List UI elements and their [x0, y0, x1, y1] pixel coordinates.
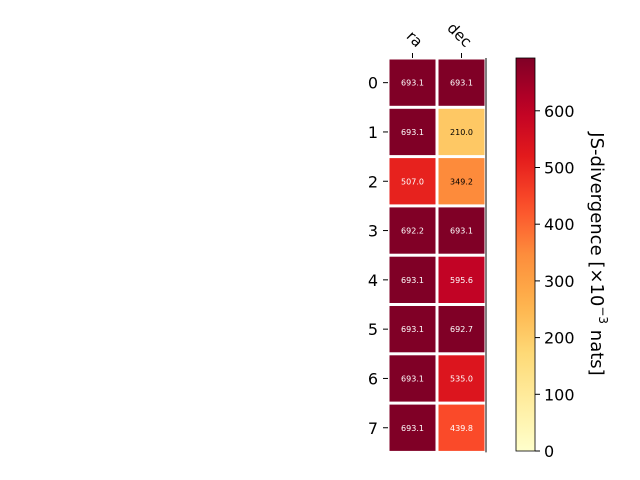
- cell-value-label: 693.1: [401, 128, 424, 137]
- cell-value-label: 693.1: [401, 276, 424, 285]
- cell-value-label: 595.6: [450, 276, 473, 285]
- y-tick-label: 3: [368, 222, 378, 241]
- heatmap-cell: [438, 256, 485, 303]
- cell-value-label: 439.8: [450, 424, 473, 433]
- y-tick-label: 1: [368, 123, 378, 142]
- heatmap-cell: [438, 158, 485, 205]
- column-labels: ra dec: [403, 19, 476, 58]
- cell-value-label: 693.1: [401, 374, 424, 383]
- y-tick-label: 7: [368, 419, 378, 438]
- cell-value-label: 692.2: [401, 227, 424, 236]
- cell-value-label: 535.0: [450, 374, 473, 383]
- colorbar-tick-label: 300: [544, 272, 575, 291]
- y-tick-label: 0: [368, 74, 378, 93]
- cell-value-label: 507.0: [401, 177, 424, 186]
- colorbar-gradient: [515, 57, 536, 452]
- colorbar: 0 100 200 300 400 500 600: [515, 57, 575, 461]
- cell-value-label: 349.2: [450, 177, 473, 186]
- y-tick-label: 4: [368, 271, 378, 290]
- colorbar-tick-label: 600: [544, 102, 575, 121]
- heatmap-cell: [389, 306, 436, 353]
- colorbar-tick-label: 0: [544, 442, 554, 461]
- heatmap-cell: [438, 404, 485, 451]
- heatmap-cell: [438, 355, 485, 402]
- heatmap-cell: [389, 404, 436, 451]
- heatmap-cells: 693.1 693.1 693.1 210.0 507.0 349.2 692.2 693.1…: [389, 58, 487, 453]
- y-tick-label: 2: [368, 172, 378, 191]
- cell-value-label: 693.1: [401, 424, 424, 433]
- cell-value-label: 693.1: [450, 79, 473, 88]
- cell-value-label: 693.1: [450, 227, 473, 236]
- heatmap-cell: [438, 207, 485, 254]
- cell-value-label: 693.1: [401, 325, 424, 334]
- heatmap-cell: [389, 256, 436, 303]
- heatmap-cell: [438, 306, 485, 353]
- x-tick-label: ra: [403, 27, 427, 51]
- heatmap-cell: [438, 108, 485, 156]
- colorbar-tick-label: 200: [544, 329, 575, 348]
- heatmap-cell: [438, 59, 485, 106]
- colorbar-label: JS-divergence [×10−3 nats]: [586, 131, 610, 375]
- cell-value-label: 210.0: [450, 128, 473, 137]
- heatmap-cell: [389, 207, 436, 254]
- colorbar-tick-label: 100: [544, 385, 575, 404]
- heatmap-cell: [389, 59, 436, 106]
- heatmap-cell: [389, 158, 436, 205]
- heatmap-cell: [389, 108, 436, 156]
- cell-value-label: 693.1: [401, 79, 424, 88]
- y-tick-label: 5: [368, 320, 378, 339]
- colorbar-tick-label: 400: [544, 215, 575, 234]
- cell-value-label: 692.7: [450, 325, 473, 334]
- y-tick-label: 6: [368, 369, 378, 388]
- row-labels: 0 1 2 3 4 5 6 7: [368, 74, 388, 438]
- x-tick-label: dec: [444, 19, 476, 51]
- colorbar-tick-label: 500: [544, 158, 575, 177]
- heatmap-cell: [389, 355, 436, 402]
